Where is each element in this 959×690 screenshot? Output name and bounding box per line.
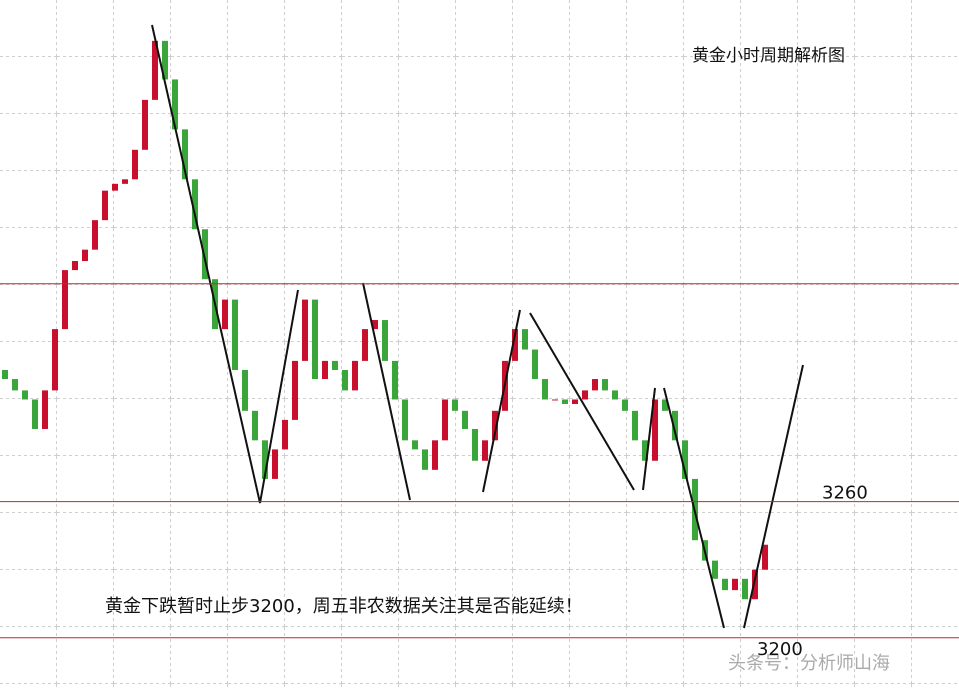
candle-body xyxy=(412,440,418,450)
watermark: 头条号：分析师山海 xyxy=(728,653,890,674)
candle-body xyxy=(312,299,318,380)
candle-body xyxy=(222,299,228,330)
candle-body xyxy=(632,410,638,441)
trend-line xyxy=(529,312,635,491)
candle-body xyxy=(182,129,188,180)
candle-body xyxy=(142,99,148,150)
candle-body xyxy=(22,390,28,400)
trend-line xyxy=(362,282,411,501)
candle-body xyxy=(592,379,598,391)
candle-body xyxy=(672,410,678,441)
candle-body xyxy=(292,360,298,420)
candle-body xyxy=(282,419,288,450)
candle-body xyxy=(542,379,548,400)
candle-body xyxy=(132,149,138,180)
candle-body xyxy=(732,578,738,591)
candle-body xyxy=(462,410,468,429)
candle-body xyxy=(352,360,358,391)
candle-body xyxy=(52,329,58,391)
chart-title: 黄金小时周期解析图 xyxy=(692,46,845,66)
candle-body xyxy=(162,40,168,80)
candle-body xyxy=(302,299,308,361)
candle-body xyxy=(742,578,748,600)
trend-line xyxy=(151,24,299,504)
candle-body xyxy=(272,449,278,479)
candle-body xyxy=(612,390,618,400)
candle-body xyxy=(232,299,238,370)
candle-body xyxy=(152,40,158,100)
candle-body xyxy=(642,440,648,461)
candle-body xyxy=(532,349,538,380)
candle-body xyxy=(122,179,128,184)
candle-body xyxy=(92,220,98,250)
candle-body xyxy=(492,410,498,441)
trend-line xyxy=(482,309,521,493)
candle-body xyxy=(112,183,118,191)
candle-body xyxy=(262,440,268,479)
candle-body xyxy=(372,320,378,330)
candle-body xyxy=(192,179,198,230)
candle-body xyxy=(512,329,518,361)
candle-body xyxy=(202,229,208,280)
candle-body xyxy=(12,379,18,391)
candle-body xyxy=(452,399,458,411)
candle-body xyxy=(322,360,328,380)
candle-body xyxy=(652,399,658,461)
candle-body xyxy=(402,399,408,441)
candle-body xyxy=(62,270,68,330)
candle-body xyxy=(432,440,438,470)
candle-body xyxy=(392,360,398,400)
candle-body xyxy=(442,399,448,441)
candle-body xyxy=(342,369,348,391)
candle-body xyxy=(242,369,248,411)
trend-lines xyxy=(151,24,804,629)
candle-body xyxy=(522,329,528,350)
candle-body xyxy=(682,440,688,479)
candle-body xyxy=(602,379,608,391)
candle-body xyxy=(572,399,578,405)
candle-body xyxy=(482,440,488,461)
trend-line xyxy=(642,387,656,491)
trend-line xyxy=(743,364,804,629)
candle-body xyxy=(662,399,668,411)
candle-body xyxy=(82,249,88,262)
candle-body xyxy=(332,360,338,370)
candle-body xyxy=(712,560,718,579)
candle-body xyxy=(472,428,478,461)
candle-body xyxy=(722,578,728,591)
candle-body xyxy=(252,410,258,441)
candle-body xyxy=(622,399,628,411)
candle-body xyxy=(102,190,108,221)
candle-body xyxy=(752,569,758,600)
candle-body xyxy=(2,369,8,380)
candle-body xyxy=(72,261,78,271)
candle-body xyxy=(562,399,568,405)
candle-body xyxy=(762,544,768,570)
level-label: 3200 xyxy=(757,639,803,660)
trend-line xyxy=(663,387,725,629)
candle-body xyxy=(582,390,588,400)
annotation: 黄金下跌暂时止步3200，周五非农数据关注其是否能延续！ xyxy=(105,596,583,617)
candle-body xyxy=(362,329,368,361)
level-label: 3260 xyxy=(822,483,868,504)
candle-body xyxy=(552,399,558,401)
candle-body xyxy=(422,449,428,470)
candle-body xyxy=(32,399,38,429)
candle-body xyxy=(42,390,48,429)
candle-body xyxy=(172,79,178,130)
candle-body xyxy=(382,320,388,361)
